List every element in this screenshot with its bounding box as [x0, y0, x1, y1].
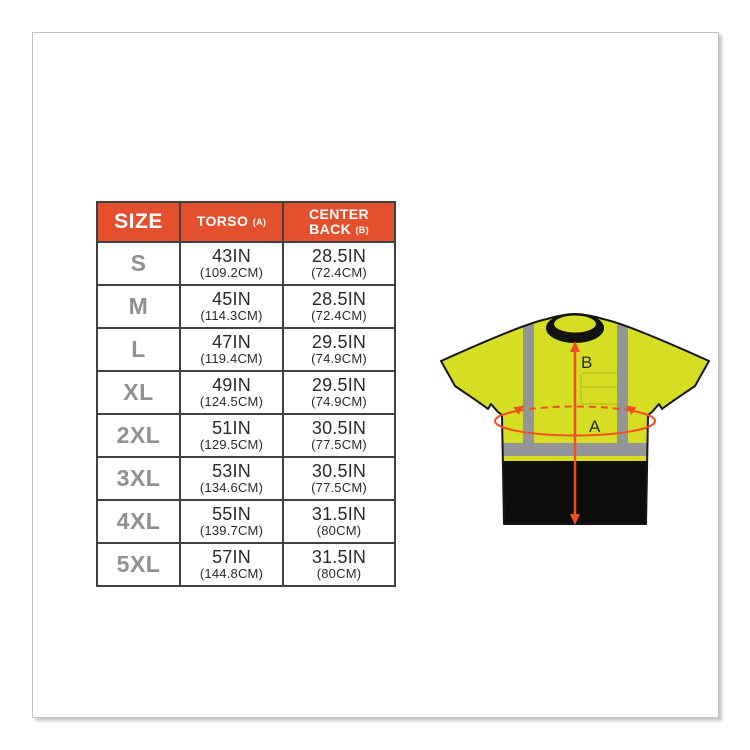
table-row: 5XL 57IN (144.8CM) 31.5IN (80CM): [96, 542, 396, 587]
header-size-label: SIZE: [114, 210, 163, 233]
value-inches: 43IN: [212, 246, 251, 267]
size-cell: 4XL: [96, 499, 181, 544]
value-centimeters: (119.4CM): [200, 351, 263, 367]
size-cell: 3XL: [96, 456, 181, 501]
torso-cell: 51IN (129.5CM): [179, 413, 284, 458]
image-frame: SIZE TORSO (A) CENTER BACK (B) S 43IN (109…: [32, 32, 719, 718]
size-table-body: S 43IN (109.2CM) 28.5IN (72.4CM) M 45IN (114.3C…: [96, 241, 396, 587]
header-torso-sub: (A): [252, 217, 267, 227]
size-cell: 5XL: [96, 542, 181, 587]
shirt-measurement-diagram: B A: [428, 288, 748, 548]
center-back-arrow: [570, 341, 580, 525]
value-centimeters: (109.2CM): [199, 265, 264, 281]
torso-cell: 55IN (139.7CM): [179, 499, 284, 544]
value-centimeters: (72.4CM): [311, 308, 367, 324]
value-centimeters: (80CM): [316, 523, 362, 539]
center-back-cell: 28.5IN (72.4CM): [282, 284, 396, 329]
size-cell: L: [96, 327, 181, 372]
value-inches: 47IN: [212, 332, 251, 353]
value-inches: 55IN: [212, 504, 251, 525]
size-cell: 2XL: [96, 413, 181, 458]
value-centimeters: (80CM): [316, 566, 362, 582]
value-inches: 53IN: [212, 461, 251, 482]
shirt-outline: [440, 313, 710, 525]
value-centimeters: (124.5CM): [199, 394, 264, 410]
value-centimeters: (144.8CM): [199, 566, 264, 582]
value-inches: 57IN: [212, 547, 251, 568]
value-inches: 31.5IN: [311, 547, 367, 568]
value-inches: 28.5IN: [311, 246, 367, 267]
label-b: B: [581, 353, 592, 372]
value-centimeters: (129.5CM): [199, 437, 264, 453]
value-inches: 29.5IN: [311, 332, 367, 353]
reflective-stripe-right: [617, 314, 628, 443]
center-back-cell: 31.5IN (80CM): [282, 499, 396, 544]
center-back-cell: 29.5IN (74.9CM): [282, 370, 396, 415]
value-inches: 51IN: [212, 418, 251, 439]
table-row: XL 49IN (124.5CM) 29.5IN (74.9CM): [96, 370, 396, 415]
center-back-cell: 31.5IN (80CM): [282, 542, 396, 587]
value-inches: 30.5IN: [311, 418, 367, 439]
torso-cell: 53IN (134.6CM): [179, 456, 284, 501]
torso-cell: 57IN (144.8CM): [179, 542, 284, 587]
center-back-cell: 29.5IN (74.9CM): [282, 327, 396, 372]
value-centimeters: (114.3CM): [200, 308, 263, 324]
value-inches: 30.5IN: [311, 461, 367, 482]
header-back-label: BACK: [309, 221, 352, 237]
header-torso-label: TORSO: [196, 213, 249, 229]
torso-ellipse-arrow: [494, 405, 656, 437]
shirt-diagram-svg: B A: [440, 313, 710, 525]
value-inches: 45IN: [212, 289, 251, 310]
torso-cell: 45IN (114.3CM): [179, 284, 284, 329]
header-torso: TORSO (A): [179, 201, 284, 243]
value-inches: 29.5IN: [311, 375, 367, 396]
torso-cell: 47IN (119.4CM): [179, 327, 284, 372]
value-centimeters: (134.6CM): [199, 480, 264, 496]
header-back-sub: (B): [355, 225, 369, 235]
table-row: S 43IN (109.2CM) 28.5IN (72.4CM): [96, 241, 396, 286]
table-row: 3XL 53IN (134.6CM) 30.5IN (77.5CM): [96, 456, 396, 501]
center-back-cell: 30.5IN (77.5CM): [282, 413, 396, 458]
torso-cell: 49IN (124.5CM): [179, 370, 284, 415]
value-centimeters: (77.5CM): [311, 437, 367, 453]
center-back-cell: 28.5IN (72.4CM): [282, 241, 396, 286]
value-centimeters: (77.5CM): [311, 480, 367, 496]
size-cell: M: [96, 284, 181, 329]
table-row: L 47IN (119.4CM) 29.5IN (74.9CM): [96, 327, 396, 372]
value-centimeters: (72.4CM): [311, 265, 367, 281]
size-cell: XL: [96, 370, 181, 415]
table-header-row: SIZE TORSO (A) CENTER BACK (B): [96, 201, 396, 243]
reflective-stripe-left: [523, 314, 534, 443]
header-back-line2: BACK (B): [284, 221, 394, 237]
value-inches: 28.5IN: [311, 289, 367, 310]
value-centimeters: (74.9CM): [311, 351, 367, 367]
size-chart-table: SIZE TORSO (A) CENTER BACK (B) S 43IN (109…: [96, 201, 396, 587]
value-centimeters: (139.7CM): [199, 523, 264, 539]
table-row: 2XL 51IN (129.5CM) 30.5IN (77.5CM): [96, 413, 396, 458]
header-back-line1: CENTER: [309, 205, 369, 222]
table-row: 4XL 55IN (139.7CM) 31.5IN (80CM): [96, 499, 396, 544]
torso-cell: 43IN (109.2CM): [179, 241, 284, 286]
value-centimeters: (74.9CM): [311, 394, 367, 410]
collar: [546, 313, 604, 343]
size-cell: S: [96, 241, 181, 286]
table-row: M 45IN (114.3CM) 28.5IN (72.4CM): [96, 284, 396, 329]
header-size: SIZE: [96, 201, 181, 243]
value-inches: 31.5IN: [311, 504, 367, 525]
label-a: A: [589, 417, 601, 436]
header-center-back: CENTER BACK (B): [282, 201, 396, 243]
value-inches: 49IN: [212, 375, 251, 396]
center-back-cell: 30.5IN (77.5CM): [282, 456, 396, 501]
